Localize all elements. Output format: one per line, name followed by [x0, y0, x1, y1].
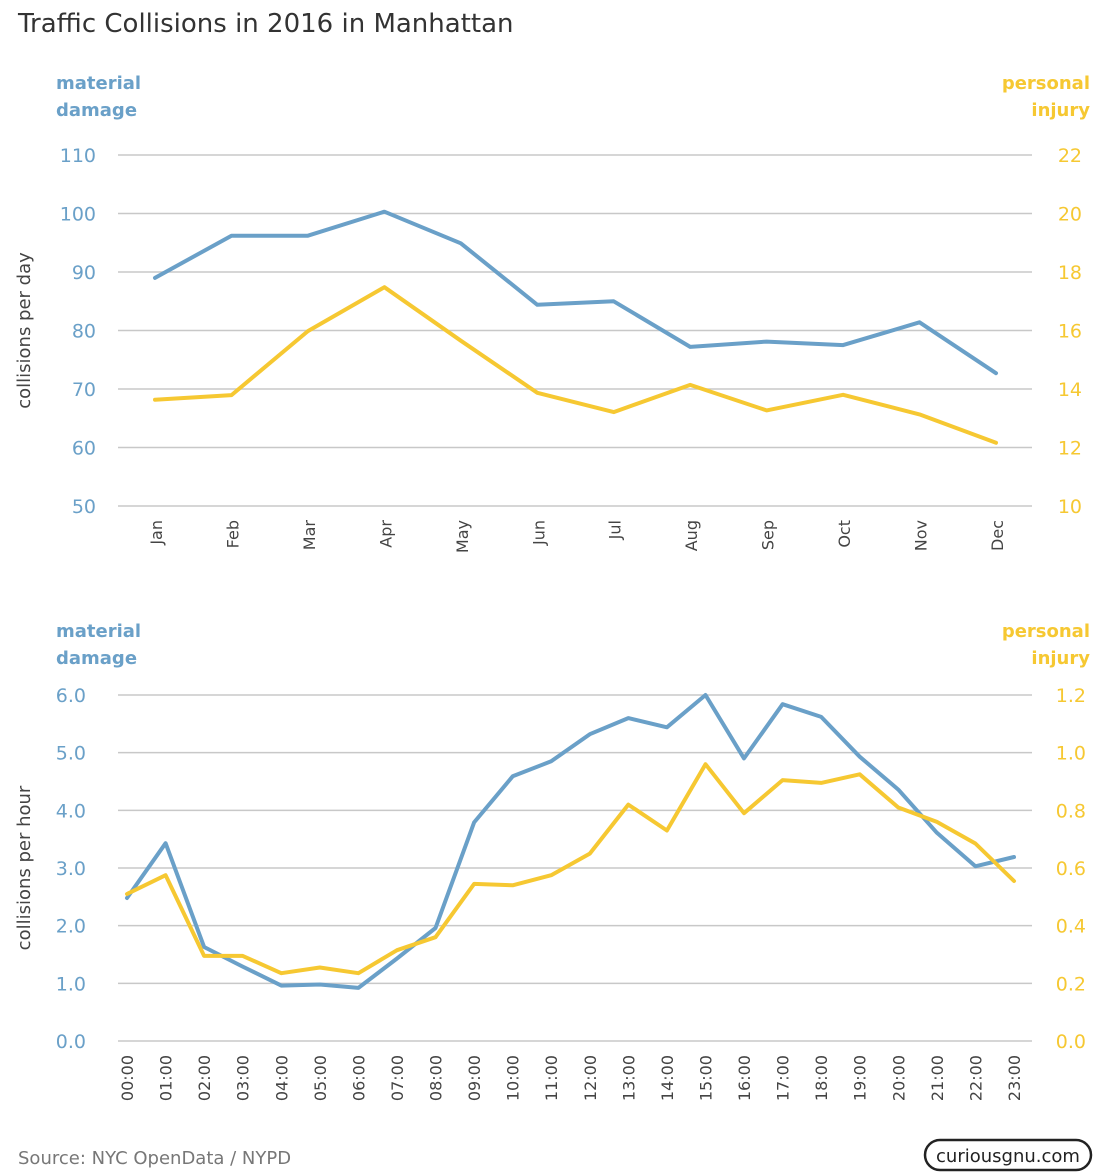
- left-tick-label: 50: [72, 496, 96, 518]
- right-tick-label: 18: [1058, 262, 1082, 284]
- right-tick-label: 12: [1058, 438, 1082, 460]
- right-tick-label: 22: [1058, 145, 1082, 167]
- x-tick-label: 02:00: [195, 1055, 214, 1101]
- x-tick-label: 20:00: [889, 1055, 908, 1101]
- personal-injury-line: [153, 285, 998, 445]
- left-tick-label: 70: [72, 379, 96, 401]
- x-tick-label: 23:00: [1005, 1055, 1024, 1101]
- x-tick-label: 19:00: [851, 1055, 870, 1101]
- right-axis-heading: injury: [1031, 648, 1090, 669]
- right-tick-label: 0.6: [1056, 858, 1086, 880]
- brand-badge-frame: [923, 1138, 1093, 1172]
- right-tick-label: 10: [1058, 496, 1082, 518]
- x-tick-label: 11:00: [542, 1055, 561, 1101]
- x-tick-label: 16:00: [735, 1055, 754, 1101]
- x-tick-label: 09:00: [465, 1055, 484, 1101]
- x-tick-label: May: [453, 520, 472, 553]
- x-tick-label: 15:00: [696, 1055, 715, 1101]
- x-tick-label: Dec: [988, 520, 1007, 551]
- left-tick-label: 6.0: [56, 685, 86, 707]
- x-tick-label: Oct: [835, 520, 854, 548]
- right-tick-label: 0.8: [1056, 800, 1086, 822]
- x-tick-label: 01:00: [157, 1055, 176, 1101]
- left-tick-label: 4.0: [56, 800, 86, 822]
- right-tick-label: 0.4: [1056, 916, 1086, 938]
- x-tick-label: 05:00: [311, 1055, 330, 1101]
- x-tick-label: 03:00: [234, 1055, 253, 1101]
- x-tick-label: Jul: [606, 520, 625, 540]
- left-tick-label: 5.0: [56, 743, 86, 765]
- right-tick-label: 0.0: [1056, 1031, 1086, 1053]
- x-tick-label: 18:00: [812, 1055, 831, 1101]
- material-damage-line: [153, 209, 998, 376]
- left-tick-label: 3.0: [56, 858, 86, 880]
- right-tick-label: 14: [1058, 379, 1082, 401]
- x-tick-label: Apr: [376, 520, 395, 548]
- x-tick-label: Aug: [682, 520, 701, 551]
- x-tick-label: 00:00: [118, 1055, 137, 1101]
- y-axis-title: collisions per day: [14, 252, 35, 409]
- x-tick-label: 17:00: [774, 1055, 793, 1101]
- left-tick-label: 80: [72, 321, 96, 343]
- x-tick-label: 14:00: [658, 1055, 677, 1101]
- left-axis-heading: damage: [56, 100, 137, 121]
- x-tick-label: Sep: [759, 520, 778, 550]
- x-tick-label: Jan: [147, 520, 166, 546]
- right-tick-label: 20: [1058, 204, 1082, 226]
- right-tick-label: 0.2: [1056, 973, 1086, 995]
- x-tick-label: 10:00: [504, 1055, 523, 1101]
- left-tick-label: 2.0: [56, 916, 86, 938]
- x-tick-label: 22:00: [966, 1055, 985, 1101]
- left-axis-heading: damage: [56, 648, 137, 669]
- left-tick-label: 0.0: [56, 1031, 86, 1053]
- x-tick-label: 21:00: [928, 1055, 947, 1101]
- x-tick-label: 07:00: [388, 1055, 407, 1101]
- source-note: Source: NYC OpenData / NYPD: [18, 1148, 291, 1169]
- left-tick-label: 1.0: [56, 973, 86, 995]
- x-tick-label: Jun: [529, 520, 548, 546]
- x-tick-label: 06:00: [349, 1055, 368, 1101]
- x-tick-label: Feb: [223, 520, 242, 548]
- y-axis-title: collisions per hour: [14, 785, 35, 950]
- x-tick-label: Nov: [912, 520, 931, 551]
- x-tick-label: 04:00: [272, 1055, 291, 1101]
- x-tick-label: 08:00: [427, 1055, 446, 1101]
- left-axis-heading: material: [56, 73, 141, 94]
- x-tick-label: Mar: [300, 520, 319, 551]
- right-tick-label: 1.2: [1056, 685, 1086, 707]
- right-tick-label: 16: [1058, 321, 1082, 343]
- right-axis-heading: personal: [1002, 621, 1090, 642]
- chart-title: Traffic Collisions in 2016 in Manhattan: [17, 9, 514, 39]
- left-axis-heading: material: [56, 621, 141, 642]
- brand-label: curiousgnu.com: [936, 1146, 1080, 1167]
- left-tick-label: 60: [72, 438, 96, 460]
- right-axis-heading: injury: [1031, 100, 1090, 121]
- left-tick-label: 110: [60, 145, 96, 167]
- x-tick-label: 12:00: [581, 1055, 600, 1101]
- x-tick-label: 13:00: [619, 1055, 638, 1101]
- left-tick-label: 90: [72, 262, 96, 284]
- brand-badge[interactable]: curiousgnu.com: [923, 1138, 1093, 1172]
- right-axis-heading: personal: [1002, 73, 1090, 94]
- personal-injury-line: [125, 762, 1016, 976]
- left-tick-label: 100: [60, 204, 96, 226]
- material-damage-line: [125, 693, 1016, 990]
- right-tick-label: 1.0: [1056, 743, 1086, 765]
- daily-chart: 50 10 60 12 70 14 80 16 90 18 100 20 110 22 material da…: [14, 73, 1090, 553]
- hourly-chart: 0.0 0.0 1.0 0.2 2.0 0.4 3.0 0.6 4.0 0.8 5.0 1.0 6.0 1…: [14, 621, 1090, 1101]
